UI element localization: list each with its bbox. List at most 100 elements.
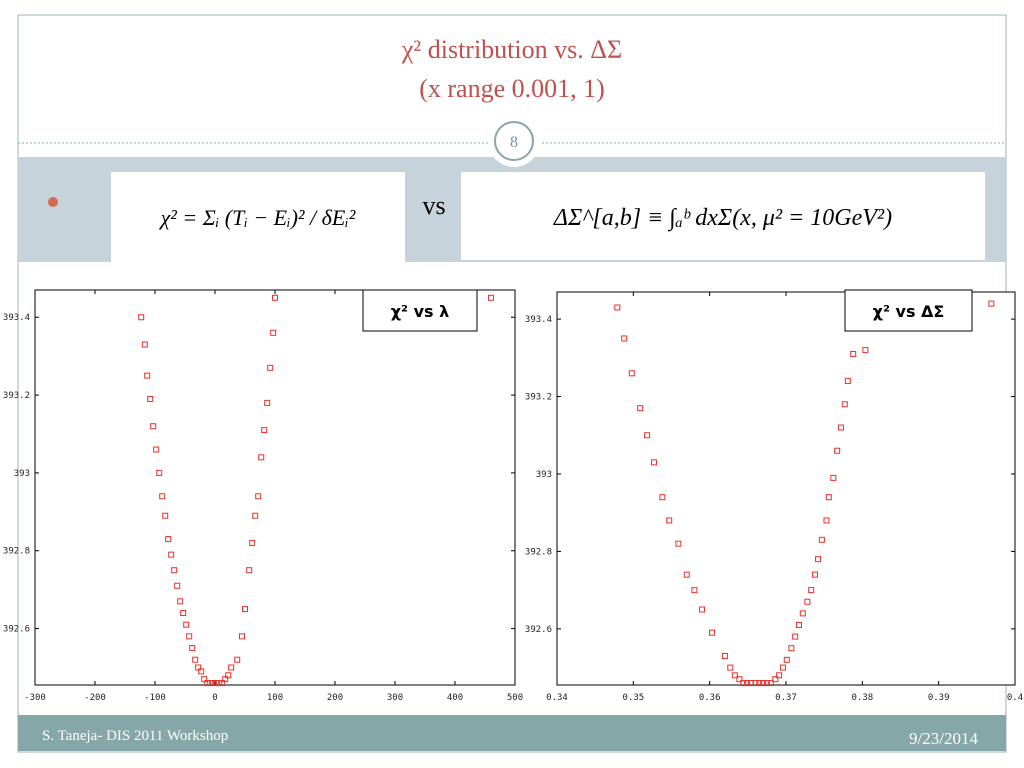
scatter-point <box>818 536 825 543</box>
x-tick-label: 0.38 <box>851 693 873 703</box>
scatter-point <box>823 517 830 524</box>
x-tick-label: -200 <box>84 693 106 703</box>
y-tick-label: 392.8 <box>3 547 30 557</box>
scatter-point <box>159 493 166 500</box>
scatter-point <box>756 680 763 687</box>
scatter-point <box>644 432 651 439</box>
footer-date: 9/23/2014 <box>909 729 978 748</box>
y-tick-label: 392.6 <box>3 625 30 635</box>
scatter-point <box>763 680 770 687</box>
scatter-point <box>249 539 256 546</box>
bullet <box>48 197 58 207</box>
scatter-point <box>666 517 673 524</box>
scatter-point <box>198 668 205 675</box>
scatter-point <box>767 680 774 687</box>
chart-label: χ² vs λ <box>391 302 450 321</box>
scatter-point <box>153 446 160 453</box>
scatter-point <box>834 447 841 454</box>
x-tick-label: 0.35 <box>622 693 644 703</box>
scatter-point <box>138 314 145 321</box>
y-tick-label: 393.4 <box>3 313 30 323</box>
scatter-point <box>621 335 628 342</box>
scatter-point <box>783 656 790 663</box>
scatter-point <box>772 676 779 683</box>
x-tick-label: 400 <box>447 693 463 703</box>
title-line: (x range 0.001, 1) <box>419 74 605 103</box>
scatter-point <box>192 656 199 663</box>
page-number: 8 <box>510 134 518 151</box>
scatter-point <box>628 370 635 377</box>
scatter-point <box>165 536 172 543</box>
scatter-point <box>779 664 786 671</box>
chart-label-box <box>844 289 973 332</box>
scatter-point <box>261 427 268 434</box>
x-tick-label: 200 <box>327 693 343 703</box>
formula-box <box>111 172 405 265</box>
formula-vs: vs <box>422 191 445 220</box>
x-tick-label: 0.34 <box>546 693 568 703</box>
scatter-point <box>186 633 193 640</box>
scatter-point <box>174 582 181 589</box>
y-tick-label: 393.2 <box>3 391 30 401</box>
scatter-point <box>708 629 715 636</box>
scatter-point <box>830 474 837 481</box>
scatter-point <box>258 454 265 461</box>
scatter-point <box>168 551 175 558</box>
scatter-point <box>792 633 799 640</box>
scatter-point <box>844 378 851 385</box>
x-tick-label: -100 <box>144 693 166 703</box>
y-tick-label: 392.8 <box>525 547 552 557</box>
scatter-point <box>744 680 751 687</box>
plot-frame <box>34 289 516 686</box>
scatter-point <box>659 494 666 501</box>
scatter-point <box>242 606 248 613</box>
footer-text: S. Taneja- DIS 2011 Workshop <box>42 728 228 744</box>
scatter-point <box>177 598 184 605</box>
scatter-point <box>156 469 163 476</box>
scatter-point <box>727 664 734 671</box>
scatter-point <box>683 571 690 578</box>
chart-label: χ² vs ΔΣ <box>873 302 945 321</box>
scatter-point <box>488 294 494 301</box>
scatter-point <box>189 645 196 652</box>
scatter-point <box>837 424 844 431</box>
y-tick-label: 392.6 <box>525 625 552 635</box>
x-tick-label: -300 <box>24 693 46 703</box>
formula-box <box>461 172 985 260</box>
scatter-point <box>795 621 802 628</box>
plot-frame <box>556 291 1016 686</box>
scatter-point <box>270 329 277 336</box>
formula: χ² = Σᵢ (Tᵢ − Eᵢ)² / δEᵢ² <box>159 205 356 230</box>
scatter-point <box>272 294 278 301</box>
scatter-point <box>264 399 271 406</box>
x-tick-label: 100 <box>267 693 283 703</box>
x-tick-label: 300 <box>387 693 403 703</box>
scatter-point <box>144 372 151 379</box>
scatter-point <box>150 423 157 430</box>
chart-label-box <box>362 289 478 332</box>
scatter-point <box>183 621 190 628</box>
y-tick-label: 393 <box>536 470 552 480</box>
scatter-point <box>171 567 178 574</box>
scatter-point <box>740 680 747 687</box>
scatter-point <box>255 493 262 500</box>
scatter-point <box>808 587 815 594</box>
scatter-point <box>691 587 698 594</box>
y-tick-label: 393.4 <box>525 315 552 325</box>
scatter-point <box>988 300 995 307</box>
scatter-point <box>637 405 644 412</box>
scatter-point <box>841 401 848 408</box>
scatter-point <box>225 672 232 679</box>
scatter-point <box>799 610 806 617</box>
scatter-point <box>147 395 154 402</box>
scatter-point <box>267 364 274 371</box>
scatter-point <box>650 459 657 466</box>
scatter-point <box>162 512 169 519</box>
y-tick-label: 393.2 <box>525 393 552 403</box>
scatter-point <box>825 494 832 501</box>
scatter-point <box>804 598 811 605</box>
scatter-point <box>252 512 259 519</box>
footer-band <box>18 715 1006 751</box>
scatter-point <box>228 664 235 671</box>
scatter-point <box>731 672 738 679</box>
